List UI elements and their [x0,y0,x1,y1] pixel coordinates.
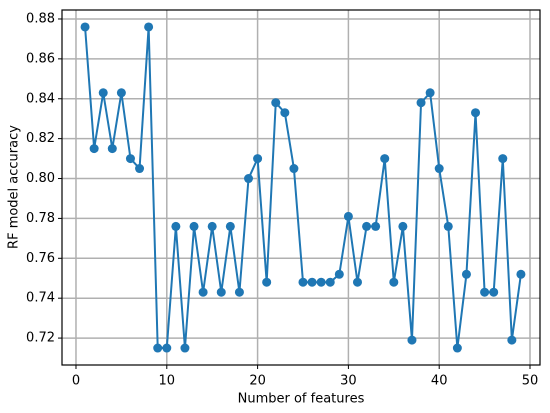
marker [398,221,408,231]
marker [371,221,381,231]
marker [135,164,145,174]
marker [98,88,108,98]
y-tick-label: 0.82 [26,131,55,146]
marker [471,108,481,118]
marker [298,277,308,287]
y-tick-label: 0.86 [26,51,55,66]
plot-frame [61,9,541,366]
marker [307,277,317,287]
marker [216,287,226,297]
marker [443,221,453,231]
marker [80,22,90,32]
marker [343,211,353,221]
y-tick-label: 0.80 [26,171,55,186]
x-tick-label: 0 [72,374,80,389]
marker [425,88,435,98]
marker [244,174,254,184]
marker [89,144,99,154]
marker [180,343,190,353]
y-tick-label: 0.74 [26,291,55,306]
marker [225,221,235,231]
marker [434,164,444,174]
marker [162,343,172,353]
marker [461,269,471,279]
marker [280,108,290,118]
x-tick-label: 10 [159,374,176,389]
marker [107,144,117,154]
marker [480,287,490,297]
marker [416,98,426,108]
marker [498,154,508,164]
marker [144,22,154,32]
marker [207,221,217,231]
y-tick-label: 0.78 [26,211,55,226]
x-tick-label: 40 [431,374,448,389]
marker [198,287,208,297]
marker [125,154,135,164]
x-tick-label: 30 [340,374,357,389]
marker [234,287,244,297]
y-tick-label: 0.72 [26,331,55,346]
marker [153,343,163,353]
marker [389,277,399,287]
x-tick-label: 20 [249,374,266,389]
marker [352,277,362,287]
y-axis-label: RF model accuracy [7,125,22,249]
marker [316,277,326,287]
marker [171,221,181,231]
marker [253,154,263,164]
marker [189,221,199,231]
line [84,26,522,350]
marker [325,277,335,287]
y-tick-label: 0.76 [26,251,55,266]
y-tick-label: 0.84 [26,91,55,106]
marker [289,164,299,174]
marker [452,343,462,353]
marker [116,88,126,98]
marker [507,335,517,345]
marker [489,287,499,297]
marker [362,221,372,231]
marker [334,269,344,279]
x-axis-label: Number of features [238,392,365,407]
marker [516,269,526,279]
marker [271,98,281,108]
y-tick-label: 0.88 [26,11,55,26]
x-tick-label: 50 [522,374,539,389]
marker [380,154,390,164]
marker [407,335,417,345]
marker [262,277,272,287]
